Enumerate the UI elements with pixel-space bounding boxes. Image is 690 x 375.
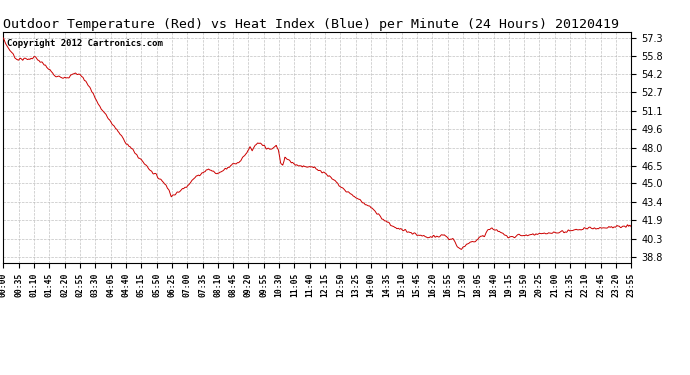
Text: Outdoor Temperature (Red) vs Heat Index (Blue) per Minute (24 Hours) 20120419: Outdoor Temperature (Red) vs Heat Index … [3, 18, 620, 31]
Text: Copyright 2012 Cartronics.com: Copyright 2012 Cartronics.com [7, 39, 162, 48]
